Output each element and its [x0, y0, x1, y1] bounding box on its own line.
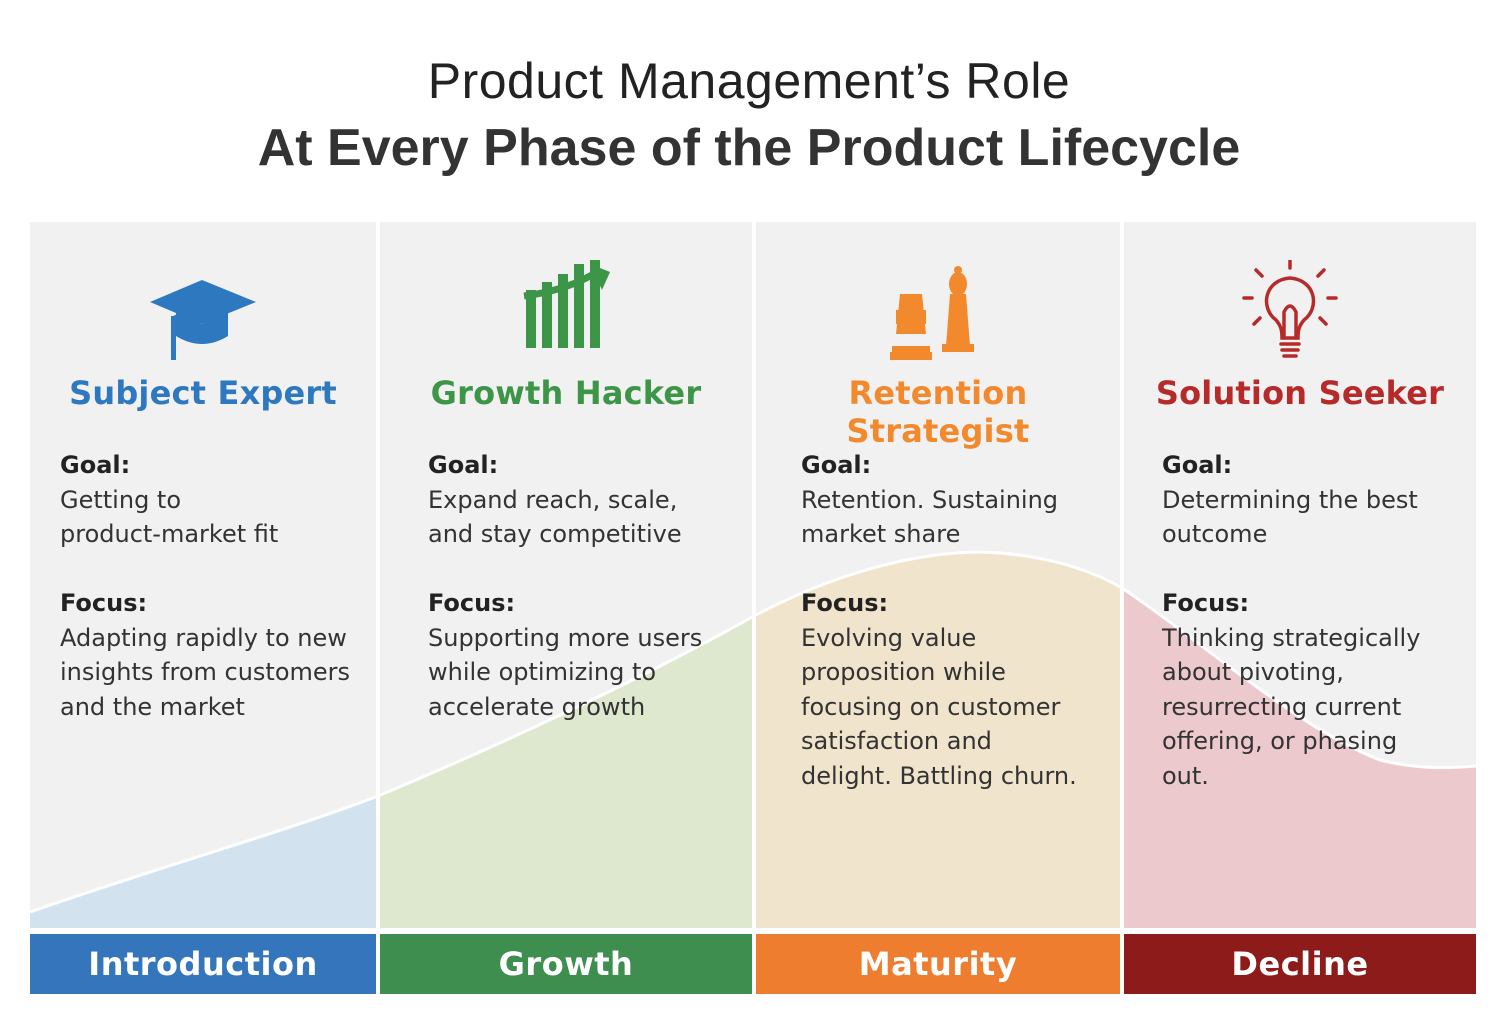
goal-block: Goal: Expand reach, scale, and stay comp…	[428, 448, 740, 552]
focus-text-line: Supporting more users	[428, 623, 703, 652]
goal-text-line: Expand reach, scale,	[428, 485, 678, 514]
goal-label: Goal:	[60, 451, 131, 479]
focus-text-line: about pivoting,	[1162, 658, 1344, 686]
focus-text-line: proposition while	[801, 658, 1006, 686]
focus-label: Focus:	[1162, 589, 1250, 617]
goal-text-line: Determining the best	[1162, 485, 1418, 514]
focus-text-line: out.	[1162, 761, 1209, 790]
goal-block: Goal: Determining the best outcome	[1162, 448, 1464, 552]
focus-label: Focus:	[801, 589, 889, 617]
chess-pieces-icon	[890, 266, 974, 360]
goal-text-line: Getting to	[60, 485, 182, 514]
goal-text-line: outcome	[1162, 520, 1268, 548]
focus-text-line: Evolving value	[801, 623, 977, 652]
focus-block: Focus: Evolving value proposition while …	[801, 586, 1108, 793]
graduation-cap-icon	[150, 280, 256, 360]
focus-text-line: accelerate growth	[428, 692, 646, 721]
focus-text-line: delight. Battling churn.	[801, 761, 1077, 790]
focus-text-line: Thinking strategically	[1162, 623, 1421, 652]
focus-block: Focus: Adapting rapidly to new insights …	[60, 586, 364, 724]
role-title: Subject Expert	[69, 374, 337, 412]
goal-text-line: and stay competitive	[428, 520, 682, 548]
column-decline: Solution Seeker Goal: Determining the be…	[1124, 222, 1476, 932]
role-title: Growth Hacker	[430, 374, 702, 412]
phase-label-decline: Decline	[1124, 934, 1476, 994]
column-introduction: Subject Expert Goal: Getting to product-…	[30, 222, 376, 932]
growth-chart-icon	[523, 260, 610, 348]
focus-block: Focus: Supporting more users while optim…	[428, 586, 740, 724]
goal-label: Goal:	[428, 451, 499, 479]
role-title: Solution Seeker	[1155, 374, 1445, 412]
focus-text-line: focusing on customer	[801, 692, 1061, 721]
column-maturity: Retention Strategist Goal: Retention. Su…	[756, 222, 1120, 932]
goal-text-line: market share	[801, 520, 961, 548]
goal-block: Goal: Getting to product-market fit	[60, 448, 364, 552]
goal-label: Goal:	[801, 451, 872, 479]
goal-block: Goal: Retention. Sustaining market share	[801, 448, 1108, 552]
lightbulb-icon	[1242, 260, 1338, 358]
goal-text-line: Retention. Sustaining	[801, 485, 1059, 514]
role-title: Retention Strategist	[846, 374, 1030, 450]
focus-text-line: satisfaction and	[801, 727, 992, 755]
phase-label-introduction: Introduction	[30, 934, 376, 994]
focus-text-line: insights from customers	[60, 658, 351, 686]
focus-block: Focus: Thinking strategically about pivo…	[1162, 586, 1464, 793]
goal-text-line: product-market fit	[60, 520, 279, 548]
column-growth: Growth Hacker Goal: Expand reach, scale,…	[380, 222, 752, 932]
focus-text-line: resurrecting current	[1162, 692, 1402, 721]
goal-label: Goal:	[1162, 451, 1233, 479]
focus-label: Focus:	[60, 589, 148, 617]
focus-text-line: and the market	[60, 692, 245, 721]
focus-text-line: Adapting rapidly to new	[60, 623, 347, 652]
focus-text-line: while optimizing to	[428, 658, 657, 686]
phase-label-maturity: Maturity	[756, 934, 1120, 994]
title-line-2: At Every Phase of the Product Lifecycle	[257, 119, 1241, 177]
curve-line	[29, 550, 1477, 914]
focus-label: Focus:	[428, 589, 516, 617]
phase-label-growth: Growth	[380, 934, 752, 994]
focus-text-line: offering, or phasing	[1162, 727, 1398, 755]
title-line-1: Product Management’s Role	[427, 53, 1071, 109]
